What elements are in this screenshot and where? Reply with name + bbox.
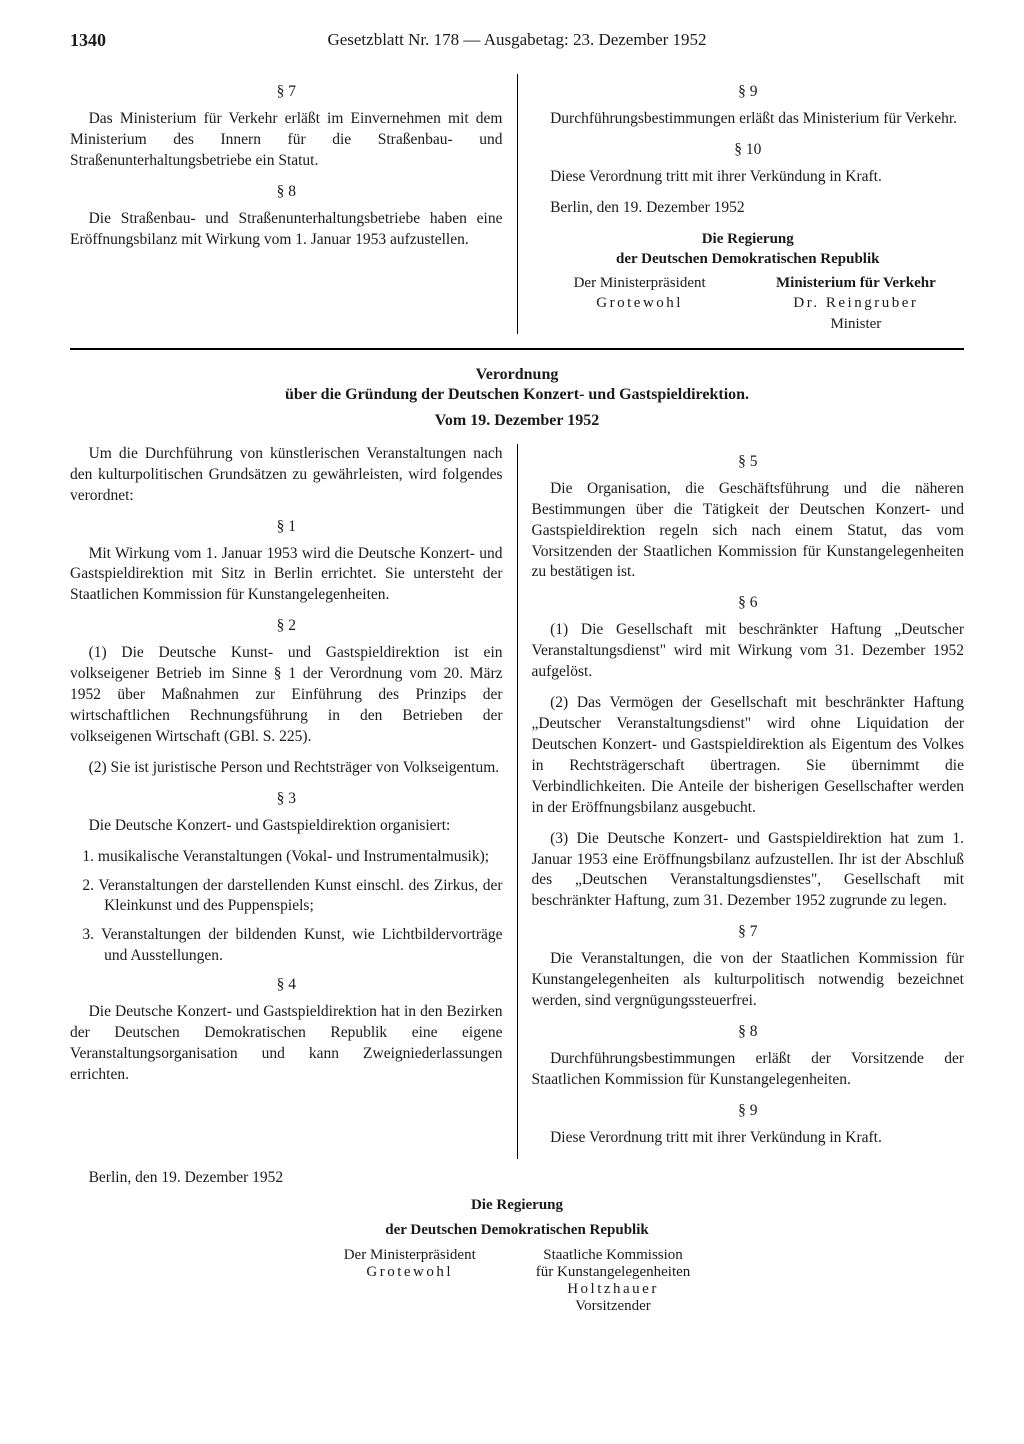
s9-text: Durchführungsbestimmungen erläßt das Min…: [532, 109, 965, 130]
p2-s5-head: § 5: [532, 452, 965, 473]
closing-left-title: Der Ministerpräsident: [344, 1247, 476, 1264]
p2-s5-text: Die Organisation, die Geschäftsführung u…: [532, 479, 965, 584]
closing-left-name: Grotewohl: [344, 1264, 476, 1281]
header-title: Gesetzblatt Nr. 178 — Ausgabetag: 23. De…: [327, 30, 706, 49]
s8-head: § 8: [70, 182, 503, 203]
s8-text: Die Straßenbau- und Straßenunterhaltungs…: [70, 209, 503, 251]
page-number: 1340: [70, 30, 106, 51]
part1-left-column: § 7 Das Ministerium für Verkehr erläßt i…: [70, 74, 518, 334]
part1-columns: § 7 Das Ministerium für Verkehr erläßt i…: [70, 74, 964, 334]
p2-s3-head: § 3: [70, 789, 503, 810]
p2-s6-head: § 6: [532, 593, 965, 614]
signature-block-1: Die Regierung der Deutschen Demokratisch…: [532, 229, 965, 334]
part2-columns: Um die Durchführung von künstlerischen V…: [70, 444, 964, 1159]
p2-s4-text: Die Deutsche Konzert- und Gastspieldirek…: [70, 1002, 503, 1086]
p2-s1-text: Mit Wirkung vom 1. Januar 1953 wird die …: [70, 544, 503, 607]
p2-s6-p1: (1) Die Gesellschaft mit beschränkter Ha…: [532, 620, 965, 683]
closing-block: Berlin, den 19. Dezember 1952 Die Regier…: [70, 1169, 964, 1315]
p2-s3-item3: 3. Veranstaltungen der bildenden Kunst, …: [70, 925, 503, 967]
page-header: 1340 Gesetzblatt Nr. 178 — Ausgabetag: 2…: [70, 30, 964, 50]
closing-gov2: der Deutschen Demokratischen Republik: [70, 1222, 964, 1239]
gov-line1: Die Regierung: [532, 229, 965, 249]
divider: [70, 348, 964, 350]
place-date: Berlin, den 19. Dezember 1952: [532, 198, 965, 219]
p2-s4-head: § 4: [70, 975, 503, 996]
preamble: Um die Durchführung von künstlerischen V…: [70, 444, 503, 507]
title-date: Vom 19. Dezember 1952: [70, 412, 964, 430]
closing-right-role: Vorsitzender: [536, 1298, 691, 1315]
part1-right-column: § 9 Durchführungsbestimmungen erläßt das…: [518, 74, 965, 334]
p2-s7-head: § 7: [532, 922, 965, 943]
s10-text: Diese Verordnung tritt mit ihrer Verkünd…: [532, 167, 965, 188]
verordnung-title: Verordnung über die Gründung der Deutsch…: [70, 366, 964, 430]
p2-s2-p2: (2) Sie ist juristische Person und Recht…: [70, 758, 503, 779]
p2-s1-head: § 1: [70, 517, 503, 538]
closing-gov1: Die Regierung: [70, 1197, 964, 1214]
closing-right-name: Holtzhauer: [536, 1281, 691, 1298]
closing-right-title2: für Kunstangelegenheiten: [536, 1264, 691, 1281]
closing-right: Staatliche Kommission für Kunstangelegen…: [536, 1247, 691, 1315]
closing-left: Der Ministerpräsident Grotewohl: [344, 1247, 476, 1315]
sig-right: Ministerium für Verkehr Dr. Reingruber M…: [748, 273, 964, 334]
p2-s2-head: § 2: [70, 616, 503, 637]
p2-s3-intro: Die Deutsche Konzert- und Gastspieldirek…: [70, 816, 503, 837]
part2-left-column: Um die Durchführung von künstlerischen V…: [70, 444, 518, 1159]
p2-s6-p3: (3) Die Deutsche Konzert- und Gastspield…: [532, 829, 965, 913]
sig-row: Der Ministerpräsident Grotewohl Minister…: [532, 273, 965, 334]
gov-line2: der Deutschen Demokratischen Republik: [532, 249, 965, 269]
p2-s6-p2: (2) Das Vermögen der Gesellschaft mit be…: [532, 693, 965, 819]
p2-s9-text: Diese Verordnung tritt mit ihrer Verkünd…: [532, 1128, 965, 1149]
s10-head: § 10: [532, 140, 965, 161]
document-page: 1340 Gesetzblatt Nr. 178 — Ausgabetag: 2…: [0, 0, 1024, 1444]
p2-s7-text: Die Veranstaltungen, die von der Staatli…: [532, 949, 965, 1012]
sig-right-role: Minister: [748, 314, 964, 334]
part2-right-column: § 5 Die Organisation, die Geschäftsführu…: [518, 444, 965, 1159]
p2-s3-item2: 2. Veranstaltungen der darstellenden Kun…: [70, 876, 503, 918]
s9-head: § 9: [532, 82, 965, 103]
closing-date: Berlin, den 19. Dezember 1952: [70, 1169, 964, 1187]
s7-head: § 7: [70, 82, 503, 103]
p2-s8-head: § 8: [532, 1022, 965, 1043]
sig-right-name: Dr. Reingruber: [748, 293, 964, 313]
closing-sig-row: Der Ministerpräsident Grotewohl Staatlic…: [70, 1247, 964, 1315]
title-sub: über die Gründung der Deutschen Konzert-…: [70, 386, 964, 404]
p2-s3-item1: 1. musikalische Veranstaltungen (Vokal- …: [70, 847, 503, 868]
p2-s2-p1: (1) Die Deutsche Kunst- und Gastspieldir…: [70, 643, 503, 748]
p2-s8-text: Durchführungsbestimmungen erläßt der Vor…: [532, 1049, 965, 1091]
closing-right-title1: Staatliche Kommission: [536, 1247, 691, 1264]
sig-left-title: Der Ministerpräsident: [532, 273, 748, 293]
p2-s9-head: § 9: [532, 1101, 965, 1122]
s7-text: Das Ministerium für Verkehr erläßt im Ei…: [70, 109, 503, 172]
sig-left-name: Grotewohl: [532, 293, 748, 313]
sig-right-title: Ministerium für Verkehr: [748, 273, 964, 293]
sig-left: Der Ministerpräsident Grotewohl: [532, 273, 748, 334]
title-main: Verordnung: [70, 366, 964, 384]
